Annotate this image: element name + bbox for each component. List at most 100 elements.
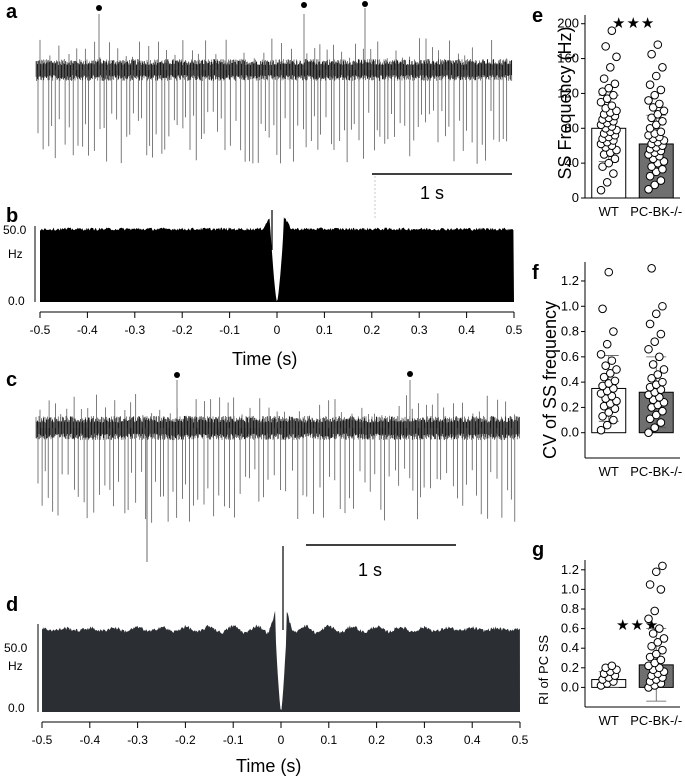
histogram-b-ytick-bottom: 0.0 bbox=[8, 294, 25, 308]
histogram-b: 50.0 Hz 0.0 -0.5 -0.4 -0.3 -0.2 -0.1 0 0.1 0.2 0… bbox=[3, 217, 523, 369]
data-point bbox=[612, 365, 621, 374]
data-point bbox=[610, 79, 620, 89]
data-point bbox=[658, 117, 667, 126]
x-tick-label: 0 bbox=[274, 323, 281, 337]
x-tick-label: -0.4 bbox=[79, 733, 100, 747]
data-point bbox=[651, 567, 661, 577]
x-tick-label: 0.3 bbox=[416, 733, 433, 747]
panel-label-f: f bbox=[532, 262, 539, 284]
data-point bbox=[650, 423, 660, 432]
x-tick-label: 0.1 bbox=[320, 733, 337, 747]
data-point bbox=[659, 365, 669, 374]
data-point bbox=[612, 52, 621, 62]
y-tick-label: 0.4 bbox=[561, 374, 579, 389]
x-tick-label: -0.5 bbox=[32, 733, 53, 747]
bar-chart-e-significance: ★★★ bbox=[612, 15, 655, 32]
y-tick-label: 0.4 bbox=[561, 640, 579, 655]
data-point bbox=[659, 157, 669, 166]
y-tick-label: 40 bbox=[565, 155, 579, 170]
trace-a: 1 s bbox=[35, 1, 513, 218]
histogram-b-xlabel: Time (s) bbox=[232, 349, 297, 369]
data-point bbox=[647, 374, 656, 383]
complex-spike-marker bbox=[96, 5, 102, 11]
data-point bbox=[596, 425, 606, 435]
data-point bbox=[659, 106, 669, 116]
data-point bbox=[609, 90, 618, 100]
data-point bbox=[650, 337, 660, 346]
x-category-label: WT bbox=[599, 464, 619, 479]
data-point bbox=[651, 410, 661, 420]
data-point bbox=[659, 634, 669, 643]
panel-label-b: b bbox=[6, 205, 18, 227]
y-tick-label: 0.2 bbox=[561, 399, 579, 414]
panel-label-d: d bbox=[6, 594, 18, 616]
data-point bbox=[651, 309, 661, 319]
panel-label-a: a bbox=[6, 1, 18, 23]
y-tick-label: 160 bbox=[557, 51, 579, 66]
data-point bbox=[656, 85, 666, 95]
scale-bar-label-a: 1 s bbox=[420, 183, 444, 203]
histogram-d-ylabel: Hz bbox=[8, 659, 23, 673]
data-point bbox=[610, 154, 620, 164]
trace-a-spikes bbox=[37, 8, 508, 164]
y-tick-label: 0.0 bbox=[561, 679, 579, 694]
data-point bbox=[650, 180, 660, 190]
x-tick-label: 0.2 bbox=[368, 733, 385, 747]
trace-c: 1 s bbox=[35, 371, 520, 580]
data-point bbox=[601, 361, 610, 370]
complex-spike-marker bbox=[174, 372, 180, 378]
data-point bbox=[658, 377, 667, 387]
data-point bbox=[607, 661, 617, 671]
x-tick-label: -0.4 bbox=[77, 323, 98, 337]
data-point bbox=[610, 376, 620, 386]
x-tick-label: 0.1 bbox=[316, 323, 333, 337]
y-tick-label: 120 bbox=[557, 85, 579, 100]
data-point bbox=[645, 580, 655, 589]
x-category-label: PC-BK-/- bbox=[630, 464, 682, 479]
histogram-d-xlabel: Time (s) bbox=[236, 756, 301, 776]
data-point bbox=[644, 344, 653, 354]
histogram-d: 50.0 Hz 0.0 -0.5 -0.4 -0.3 -0.2 -0.1 0 0.1 0.2 0… bbox=[4, 610, 529, 776]
data-point bbox=[599, 74, 609, 83]
x-category-label: PC-BK-/- bbox=[630, 713, 682, 728]
data-point bbox=[596, 350, 606, 359]
data-point bbox=[656, 329, 666, 339]
bar-chart-e-ylabel: SS Frequency (Hz) bbox=[555, 26, 575, 179]
y-tick-label: 1.2 bbox=[561, 273, 579, 288]
panel-label-g: g bbox=[532, 539, 544, 561]
data-point bbox=[655, 624, 664, 633]
data-point bbox=[604, 267, 614, 277]
data-point bbox=[607, 101, 617, 110]
data-point bbox=[655, 99, 664, 109]
data-point bbox=[612, 106, 621, 116]
x-tick-label: 0.4 bbox=[464, 733, 481, 747]
bar-chart-g: RI of PC SS ★★★ 0.00.20.40.60.81.01.2WT P… bbox=[536, 560, 682, 728]
complex-spike-marker bbox=[301, 2, 307, 8]
data-point bbox=[644, 428, 653, 438]
data-point bbox=[607, 356, 617, 365]
data-point bbox=[656, 418, 666, 427]
x-tick-label: -0.3 bbox=[124, 323, 145, 337]
data-point bbox=[602, 178, 612, 187]
histogram-b-ytick-top: 50.0 bbox=[3, 223, 27, 237]
data-point bbox=[658, 645, 667, 655]
x-tick-label: -0.3 bbox=[127, 733, 148, 747]
bar-chart-f: CV of SS frequency 0.0 0.2 0.4 0.6 0.8 1.0 1.2… bbox=[540, 262, 682, 479]
data-point bbox=[609, 415, 618, 425]
data-point bbox=[644, 184, 653, 194]
histogram-d-ytick-top: 50.0 bbox=[4, 641, 28, 655]
data-point bbox=[658, 164, 667, 174]
data-point bbox=[598, 304, 607, 314]
x-tick-label: -0.1 bbox=[219, 323, 240, 337]
panel-label-c: c bbox=[6, 369, 17, 391]
data-point bbox=[651, 649, 661, 659]
y-tick-label: 0.6 bbox=[561, 349, 579, 364]
data-point bbox=[645, 319, 655, 329]
data-point bbox=[598, 411, 607, 421]
data-point bbox=[648, 629, 658, 638]
complex-spike-marker bbox=[362, 1, 368, 7]
x-category-label: PC-BK-/- bbox=[630, 204, 682, 219]
data-point bbox=[653, 370, 663, 379]
data-point bbox=[650, 90, 660, 100]
x-tick-label: 0 bbox=[278, 733, 285, 747]
